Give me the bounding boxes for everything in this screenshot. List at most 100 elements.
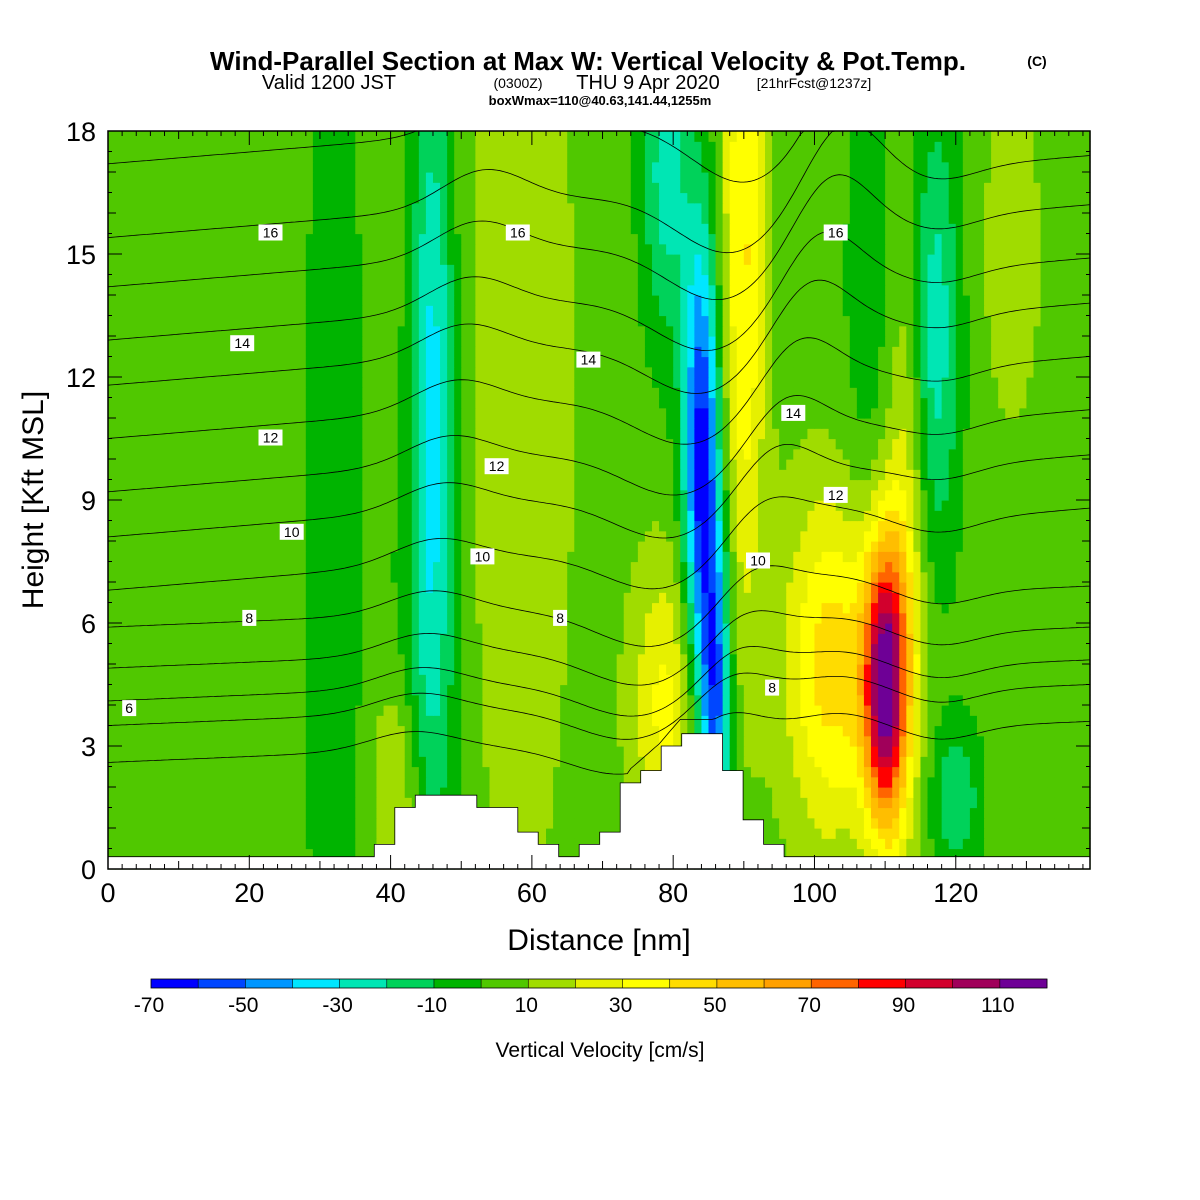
w-cell	[291, 541, 300, 552]
w-cell	[136, 817, 144, 829]
w-cell	[277, 725, 286, 737]
w-cell	[164, 664, 173, 675]
w-cell	[807, 848, 816, 860]
w-cell	[1012, 848, 1020, 860]
w-cell	[489, 623, 498, 634]
w-cell	[991, 623, 999, 634]
w-cell	[800, 530, 809, 542]
w-cell	[538, 623, 547, 634]
w-cell	[122, 664, 130, 675]
w-cell	[984, 541, 992, 552]
w-cell	[334, 807, 342, 819]
w-cell	[411, 684, 420, 696]
w-cell	[1061, 602, 1070, 614]
w-cell	[948, 510, 957, 522]
w-cell	[849, 756, 858, 768]
w-cell	[270, 623, 279, 634]
w-cell	[772, 828, 780, 839]
w-cell	[150, 633, 159, 645]
w-cell	[984, 582, 992, 593]
w-cell	[998, 571, 1006, 583]
w-cell	[341, 602, 349, 614]
w-cell	[411, 776, 420, 788]
w-cell	[588, 530, 597, 542]
w-cell	[305, 551, 314, 563]
w-cell	[531, 633, 540, 645]
w-cell	[1012, 828, 1020, 839]
w-cell	[913, 766, 922, 778]
w-cell	[920, 582, 929, 593]
w-cell	[115, 828, 123, 839]
w-cell	[235, 705, 243, 716]
w-cell	[885, 684, 893, 696]
w-cell	[468, 756, 476, 768]
w-cell	[969, 653, 978, 665]
w-cell	[192, 602, 201, 614]
w-cell	[496, 612, 505, 624]
w-cell	[630, 725, 639, 737]
w-cell	[793, 797, 801, 809]
w-cell	[143, 705, 151, 716]
w-cell	[687, 653, 695, 665]
w-cell	[199, 520, 208, 532]
w-cell	[270, 510, 279, 522]
w-cell	[630, 643, 639, 655]
w-cell	[327, 725, 335, 737]
w-cell	[129, 787, 137, 798]
w-cell	[828, 746, 837, 757]
w-cell	[108, 510, 116, 522]
w-cell	[531, 500, 540, 511]
w-cell	[962, 797, 971, 809]
w-cell	[849, 602, 858, 614]
w-cell	[546, 602, 554, 614]
w-cell	[786, 633, 794, 645]
w-cell	[948, 541, 957, 552]
w-cell	[1005, 838, 1013, 850]
w-cell	[228, 623, 236, 634]
w-cell	[510, 674, 519, 686]
w-cell	[178, 633, 187, 645]
w-cell	[976, 797, 985, 809]
w-cell	[256, 664, 265, 675]
w-cell	[694, 633, 703, 645]
w-cell	[277, 500, 286, 511]
w-cell	[1019, 756, 1028, 768]
w-cell	[878, 612, 886, 624]
w-cell	[256, 561, 265, 573]
w-cell	[468, 684, 476, 696]
w-cell	[1019, 705, 1028, 716]
w-cell	[538, 838, 547, 850]
w-cell	[1033, 797, 1042, 809]
w-cell	[270, 674, 279, 686]
w-cell	[425, 541, 434, 552]
w-cell	[390, 500, 399, 511]
w-cell	[1047, 838, 1056, 850]
w-cell	[1047, 561, 1056, 573]
w-cell	[327, 756, 335, 768]
w-cell	[694, 705, 703, 716]
w-cell	[129, 715, 137, 727]
w-cell	[108, 602, 116, 614]
w-cell	[623, 623, 632, 634]
w-cell	[1012, 520, 1020, 532]
w-cell	[164, 623, 173, 634]
w-cell	[199, 828, 208, 839]
w-cell	[122, 520, 130, 532]
w-cell	[418, 582, 427, 593]
w-cell	[185, 797, 194, 809]
w-cell	[984, 776, 992, 788]
w-cell	[447, 715, 455, 727]
w-cell	[277, 653, 286, 665]
w-cell	[743, 705, 752, 716]
w-cell	[432, 725, 441, 737]
w-cell	[644, 510, 653, 522]
w-cell	[1082, 725, 1091, 737]
w-cell	[171, 725, 180, 737]
w-cell	[242, 817, 250, 829]
w-cell	[369, 541, 378, 552]
w-cell	[779, 643, 787, 655]
w-cell	[892, 561, 900, 573]
w-cell	[242, 766, 250, 778]
w-cell	[418, 592, 427, 604]
w-cell	[976, 653, 985, 665]
